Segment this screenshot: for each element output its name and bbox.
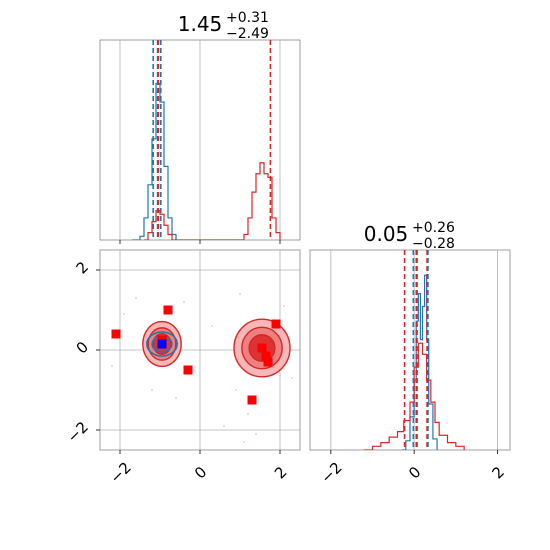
sample-point (291, 377, 293, 379)
sample-point (175, 397, 177, 399)
red-square-marker (257, 343, 267, 353)
bottom-right-histogram-marks (364, 250, 465, 450)
red-square-marker (163, 305, 173, 315)
x-tick-label: −2 (107, 459, 135, 487)
y-tick-label: 0 (73, 338, 92, 357)
sample-point (239, 293, 241, 295)
top-left-title-minus: −2.49 (226, 26, 269, 42)
top-left-title-plus: +0.31 (226, 10, 269, 26)
x-tick-label: −2 (317, 459, 345, 487)
sample-point (235, 389, 237, 391)
bottom-left-contour-marks (111, 293, 293, 443)
red-square-marker (263, 357, 273, 367)
sample-point (183, 301, 185, 303)
blue-histogram-step (132, 83, 177, 240)
red-square-marker (111, 329, 121, 339)
blue-contour-outer (146, 331, 179, 357)
red-square-marker (247, 395, 257, 405)
sample-point (255, 433, 257, 435)
top-left-grid (119, 40, 281, 240)
red-histogram-step (364, 342, 465, 450)
x-tick-label: 2 (488, 463, 507, 482)
sample-point (111, 365, 113, 367)
top-left-ticks (119, 240, 281, 244)
y-tick-label: −2 (64, 418, 92, 446)
bottom-right-ticks: −2 0 2 (317, 450, 508, 487)
bottom-right-title-plus: +0.26 (412, 220, 455, 236)
top-left-histogram-marks (132, 40, 281, 240)
sample-point (243, 441, 245, 443)
bottom-left-contour-panel: −2 0 2 2 0 −2 (64, 249, 301, 487)
top-left-title-value: 1.45 (178, 12, 223, 36)
x-tick-label: 0 (191, 463, 210, 482)
top-left-histogram-panel: 1.45 +0.31 −2.49 (99, 10, 301, 244)
red-square-marker (183, 365, 193, 375)
bottom-right-title-value: 0.05 (364, 222, 409, 246)
blue-square-marker (157, 339, 167, 349)
x-tick-label: 0 (405, 463, 424, 482)
red-square-marker (271, 319, 281, 329)
sample-point (135, 297, 137, 299)
red-histogram-step (144, 162, 281, 240)
sample-point (247, 413, 249, 415)
sample-point (283, 305, 285, 307)
y-tick-label: 2 (73, 258, 92, 277)
bottom-right-title: 0.05 (364, 222, 409, 246)
top-left-title: 1.45 (178, 12, 223, 36)
sample-point (123, 313, 125, 315)
sample-point (223, 425, 225, 427)
red-square-marker (261, 351, 271, 361)
bottom-right-histogram-panel: −2 0 2 0.05 +0.26 −0.28 (309, 220, 511, 487)
x-tick-label: 2 (271, 463, 290, 482)
bottom-right-title-minus: −0.28 (412, 236, 455, 252)
sample-point (211, 325, 213, 327)
sample-point (151, 389, 153, 391)
